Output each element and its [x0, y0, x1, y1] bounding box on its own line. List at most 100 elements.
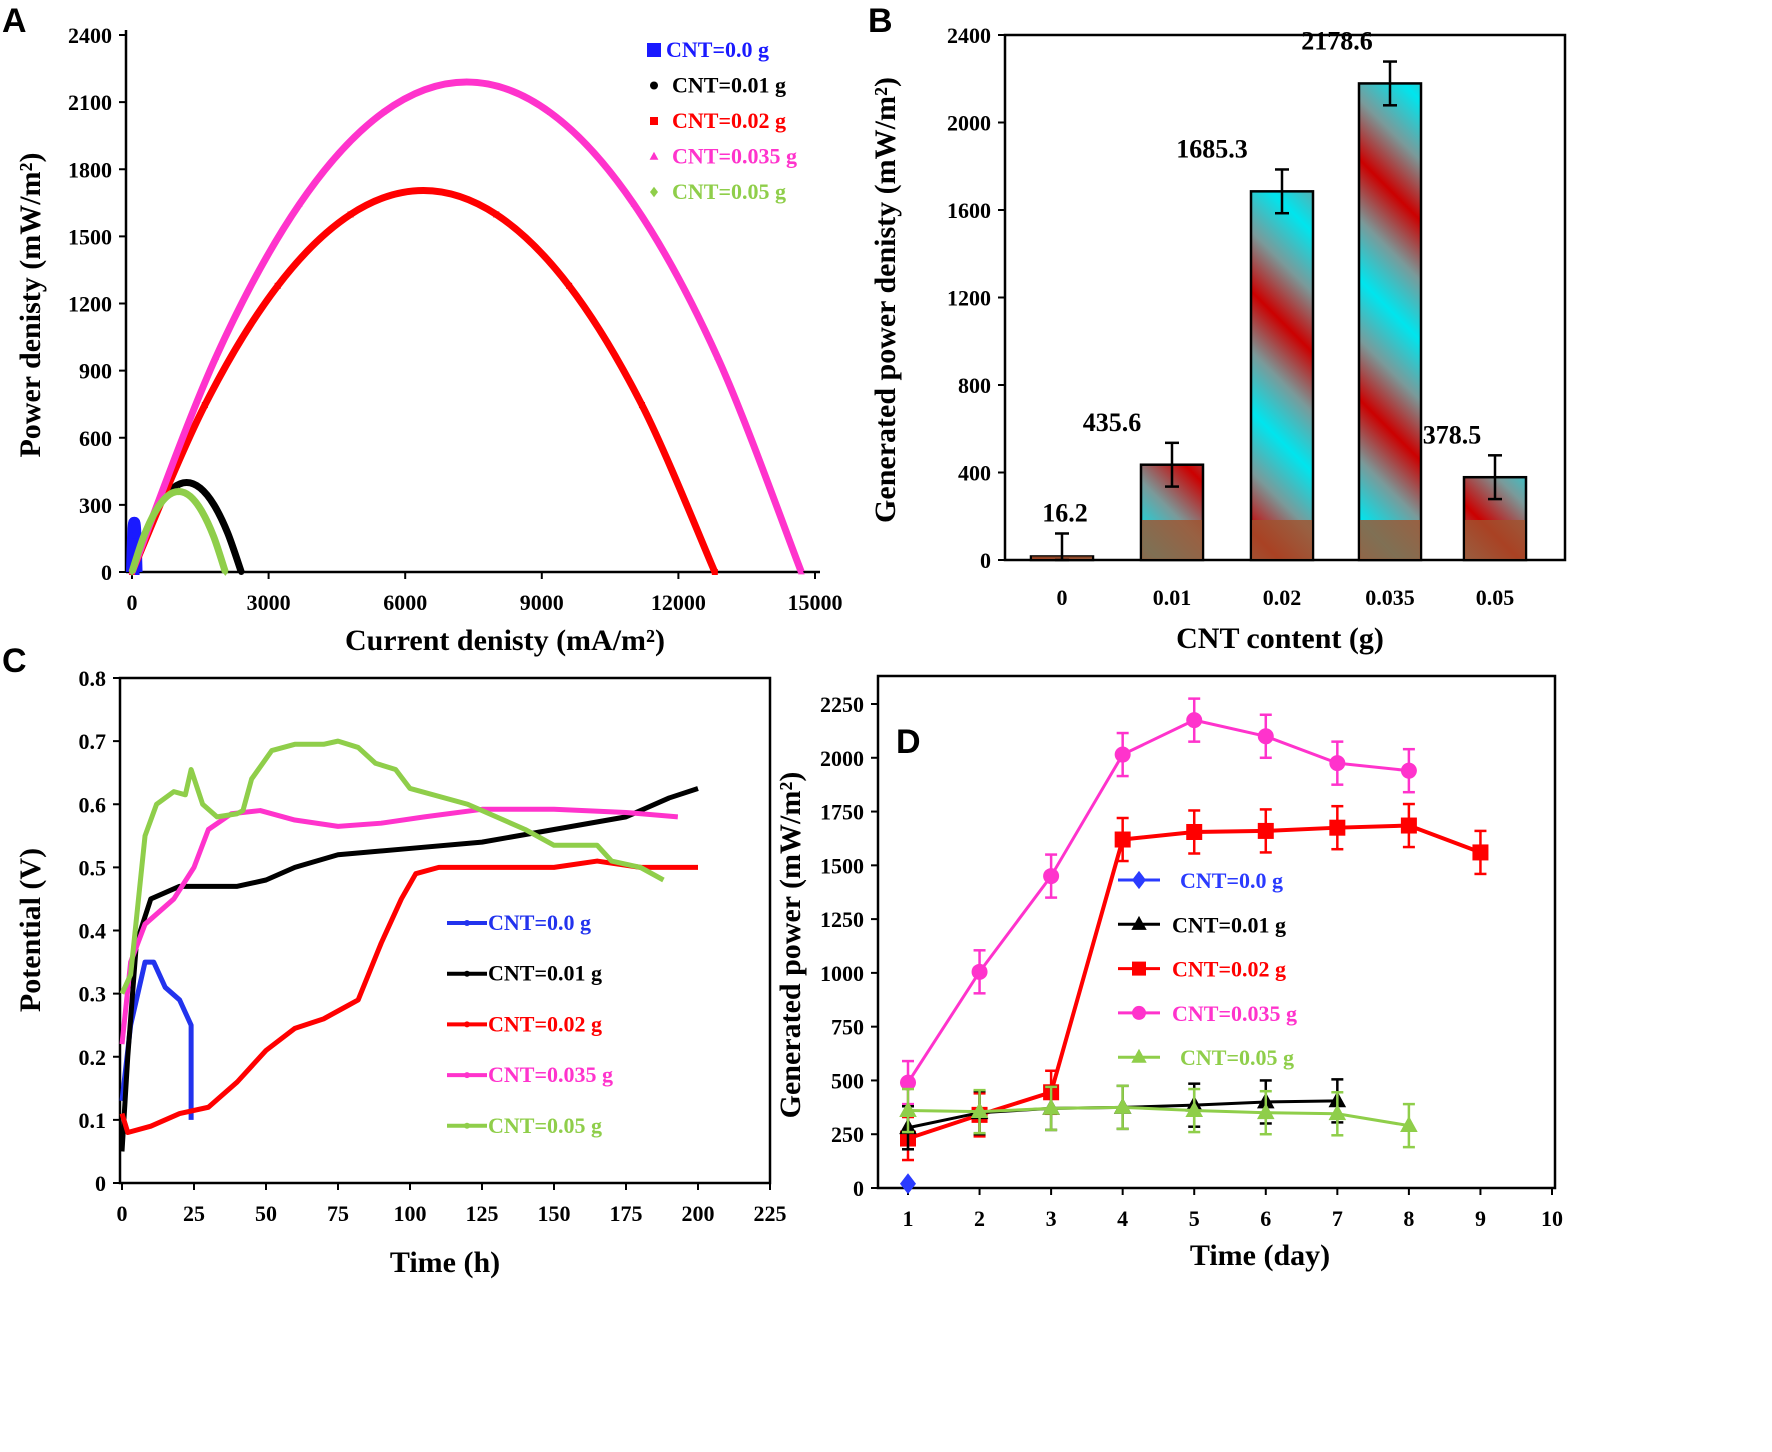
- data-point: [347, 211, 354, 218]
- panel-a: 0 300 600 900 1200 1500 1800 2100 2400 0 3000 6000 9…: [14, 23, 843, 657]
- y-axis-title: Generated power (mW/m²): [774, 772, 807, 1119]
- y-axis-title: Generated power denisty (mW/m²): [869, 77, 902, 523]
- panel-label-b: B: [868, 2, 893, 40]
- y-tick-label: 0.6: [79, 792, 107, 817]
- legend-marker: [464, 1021, 470, 1028]
- data-point: [547, 109, 554, 116]
- y-tick-label: 400: [958, 461, 991, 486]
- legend-label: CNT=0.05 g: [488, 1113, 602, 1138]
- data-label: 16.2: [1042, 498, 1088, 527]
- x-tick-label: 0.05: [1476, 585, 1515, 610]
- x-tick-label: 200: [682, 1201, 715, 1226]
- x-axis-title: CNT content (g): [1176, 622, 1384, 655]
- data-point: [175, 487, 182, 496]
- legend-marker: [650, 117, 658, 125]
- data-point: [1186, 712, 1203, 729]
- data-label: 2178.6: [1301, 27, 1373, 56]
- data-point: [1329, 755, 1346, 772]
- data-point: [183, 479, 190, 486]
- series-line-4: [907, 1105, 1410, 1128]
- y-tick-label: 0.8: [79, 666, 107, 691]
- legend-marker: [464, 920, 470, 926]
- y-tick-label: 0.7: [79, 729, 107, 754]
- data-point: [164, 492, 171, 501]
- x-tick-label: 8: [1403, 1206, 1414, 1231]
- data-point: [899, 1100, 917, 1117]
- plot-frame: [118, 676, 772, 1185]
- x-tick-label: 5: [1189, 1206, 1200, 1231]
- x-tick-label: 0.01: [1153, 585, 1192, 610]
- x-axis-title: Time (day): [1190, 1239, 1330, 1272]
- data-point: [711, 569, 718, 575]
- y-tick-label: 0.1: [79, 1108, 107, 1133]
- legend-label: CNT=0.02 g: [672, 108, 786, 133]
- legend-marker: [647, 43, 661, 57]
- y-tick-label: 1750: [820, 800, 864, 825]
- data-point: [900, 1173, 916, 1195]
- data-point: [970, 1102, 989, 1119]
- bar-base: [1252, 520, 1312, 559]
- y-tick-label: 1500: [820, 853, 864, 878]
- legend-label: CNT=0.0 g: [666, 37, 769, 62]
- y-tick-label: 1600: [947, 198, 991, 223]
- y-tick-label: 0.4: [79, 919, 107, 944]
- y-tick-label: 0: [95, 1171, 106, 1196]
- panel-label-d: D: [896, 723, 921, 761]
- y-tick-label: 2100: [68, 90, 112, 115]
- x-tick-label: 0.02: [1263, 585, 1302, 610]
- data-point: [129, 568, 135, 576]
- y-tick-label: 500: [831, 1068, 864, 1093]
- data-point: [630, 200, 638, 207]
- y-tick-label: 900: [79, 359, 112, 384]
- legend-label: CNT=0.01 g: [1172, 912, 1286, 937]
- data-point: [222, 568, 229, 576]
- legend-label: CNT=0.02 g: [1172, 957, 1286, 982]
- legend-label: CNT=0.02 g: [488, 1011, 602, 1036]
- panel-label-a: A: [2, 2, 27, 40]
- x-tick-label: 9: [1475, 1206, 1486, 1231]
- data-point: [133, 569, 140, 575]
- y-tick-label: 0.5: [79, 855, 107, 880]
- data-point: [714, 354, 721, 361]
- data-point: [1257, 822, 1274, 839]
- data-point: [420, 187, 427, 194]
- data-point: [296, 200, 303, 207]
- x-tick-label: 100: [394, 1201, 427, 1226]
- data-label: 435.6: [1083, 408, 1142, 437]
- y-tick-label: 2400: [68, 23, 112, 48]
- x-tick-label: 25: [183, 1201, 205, 1226]
- x-tick-label: 1: [903, 1206, 914, 1231]
- x-tick-label: 2: [974, 1206, 985, 1231]
- x-tick-label: 15000: [788, 590, 843, 615]
- y-tick-label: 2000: [820, 746, 864, 771]
- data-point: [1328, 1104, 1347, 1121]
- data-point: [463, 78, 470, 85]
- series-line-3: [119, 806, 679, 1045]
- x-tick-label: 0: [127, 590, 138, 615]
- legend-label: CNT=0.035 g: [672, 144, 797, 169]
- bar-base: [1465, 520, 1525, 559]
- bar: [1249, 190, 1315, 562]
- legend-marker: [1132, 961, 1146, 976]
- data-point: [212, 354, 219, 361]
- data-point: [900, 1074, 916, 1091]
- data-point: [798, 568, 805, 575]
- x-tick-label: 175: [610, 1201, 643, 1226]
- legend-marker: [1131, 915, 1147, 930]
- y-tick-label: 750: [831, 1015, 864, 1040]
- y-tick-label: 1200: [68, 292, 112, 317]
- legend-marker: [650, 81, 658, 90]
- data-point: [1113, 1097, 1132, 1114]
- data-point: [1329, 819, 1346, 836]
- data-point: [140, 532, 147, 541]
- legend-label: CNT=0.01 g: [488, 961, 602, 986]
- data-point: [131, 519, 138, 526]
- y-tick-label: 600: [79, 426, 112, 451]
- legend-label: CNT=0.0 g: [1180, 868, 1283, 893]
- data-point: [1256, 1103, 1275, 1120]
- x-tick-label: 125: [466, 1201, 499, 1226]
- x-tick-label: 3: [1046, 1206, 1057, 1231]
- y-tick-label: 2000: [947, 111, 991, 136]
- y-tick-label: 0: [980, 548, 991, 573]
